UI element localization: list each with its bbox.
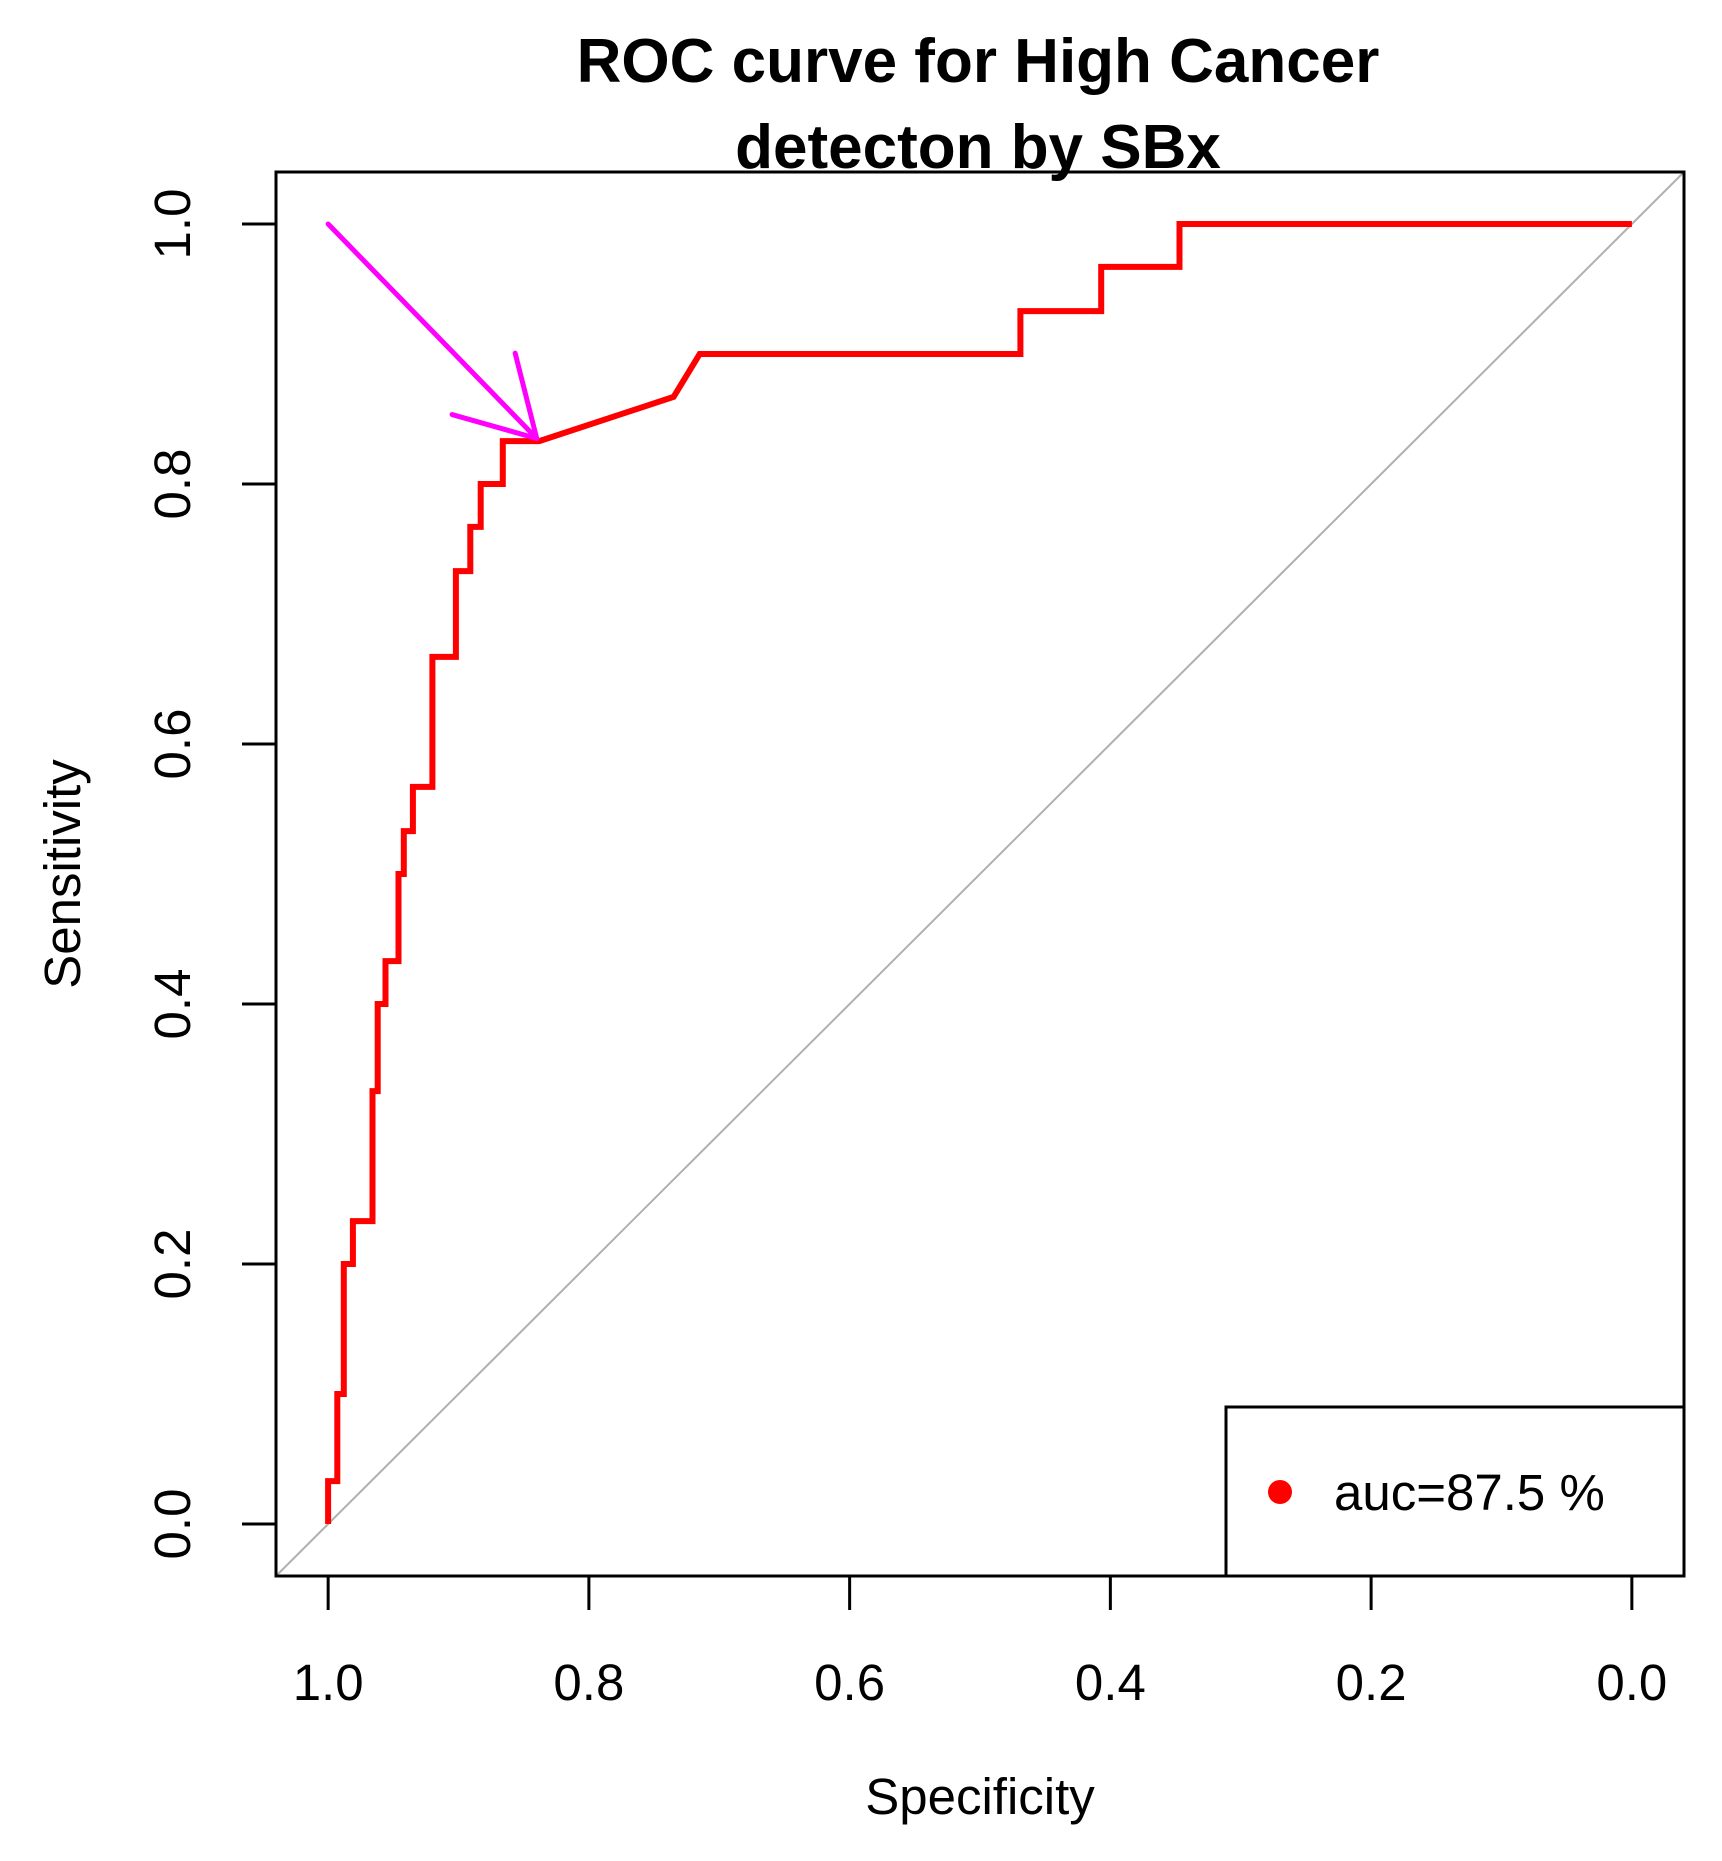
y-tick-label: 0.0: [144, 1489, 201, 1560]
plot-frame: [274, 170, 1686, 1578]
arrow-head-barb: [449, 412, 540, 441]
legend: auc=87.5 %: [1224, 1405, 1686, 1578]
annotation-layer: [325, 221, 540, 441]
y-axis-label: Sensitivity: [34, 759, 91, 989]
series-layer: [325, 221, 1632, 1524]
x-tick-label: 1.0: [293, 1654, 364, 1711]
legend-label-auc: auc=87.5 %: [1334, 1464, 1605, 1521]
legend-box: [1224, 1405, 1686, 1578]
legend-marker-dot: [1268, 1480, 1292, 1504]
x-tick-label: 0.8: [553, 1654, 624, 1711]
y-tick-label: 0.2: [144, 1229, 201, 1300]
chart-title-line-1: ROC curve for High Cancer: [577, 27, 1380, 96]
x-tick-label: 0.0: [1596, 1654, 1667, 1711]
x-tick-label: 0.6: [814, 1654, 885, 1711]
y-tick-label: 0.6: [144, 709, 201, 780]
arrow-head-barb: [512, 350, 540, 441]
arrow-shaft: [325, 221, 540, 441]
y-tick-label: 0.8: [144, 449, 201, 520]
reference-diagonal-line: [275, 171, 1685, 1577]
x-axis-label: Specificity: [865, 1768, 1095, 1825]
y-tick-label: 0.4: [144, 969, 201, 1040]
reference-line-layer: [275, 171, 1685, 1577]
y-tick-label: 1.0: [144, 189, 201, 260]
x-tick-label: 0.4: [1075, 1654, 1146, 1711]
roc-curve-line: [325, 221, 1632, 1524]
x-tick-label: 0.2: [1336, 1654, 1407, 1711]
